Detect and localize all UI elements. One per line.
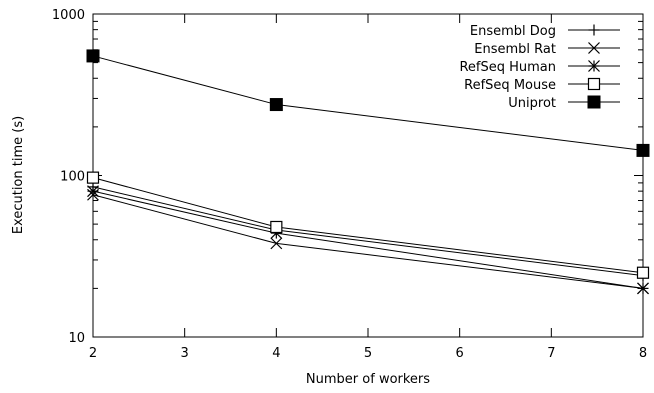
x-tick-label: 6 bbox=[456, 346, 464, 361]
legend-marker bbox=[588, 24, 600, 36]
data-point bbox=[637, 282, 649, 295]
x-tick-label: 2 bbox=[89, 346, 97, 361]
legend-label: Ensembl Dog bbox=[470, 24, 556, 39]
x-tick-label: 3 bbox=[181, 346, 189, 361]
data-point bbox=[87, 185, 99, 198]
data-point bbox=[86, 49, 100, 63]
data-point bbox=[86, 171, 100, 184]
legend-label: Uniprot bbox=[508, 96, 556, 111]
legend-marker bbox=[587, 95, 601, 109]
legend: Ensembl Dog Ensembl Rat RefSeq Human RefSeq… bbox=[459, 24, 620, 111]
x-tick-label: 8 bbox=[639, 346, 647, 361]
y-tick-label: 10 bbox=[68, 331, 85, 346]
series-line bbox=[92, 190, 644, 289]
series-layer bbox=[86, 49, 650, 295]
x-tick-label: 5 bbox=[364, 346, 372, 361]
x-tick-label: 7 bbox=[547, 346, 555, 361]
legend-label: RefSeq Human bbox=[459, 60, 556, 75]
legend-label: RefSeq Mouse bbox=[464, 78, 556, 93]
x-tick-label: 4 bbox=[272, 346, 280, 361]
data-point bbox=[636, 266, 650, 279]
data-point bbox=[636, 143, 650, 157]
series-line bbox=[92, 177, 644, 274]
y-axis-label: Execution time (s) bbox=[11, 116, 26, 234]
series-line bbox=[92, 55, 644, 151]
plot-area-frame bbox=[92, 13, 644, 338]
legend-marker bbox=[588, 42, 600, 54]
x-axis-ticks: 2 3 4 5 6 7 8 bbox=[89, 14, 647, 361]
x-axis-label: Number of workers bbox=[306, 372, 430, 387]
y-tick-label: 100 bbox=[60, 170, 85, 185]
y-axis-ticks: 10 100 1000 bbox=[52, 8, 643, 346]
legend-label: Ensembl Rat bbox=[474, 42, 556, 57]
data-point bbox=[270, 237, 283, 250]
data-point bbox=[269, 98, 283, 112]
legend-marker bbox=[588, 60, 600, 72]
y-tick-label: 1000 bbox=[52, 8, 85, 23]
legend-marker bbox=[587, 77, 601, 91]
data-point bbox=[270, 220, 283, 234]
